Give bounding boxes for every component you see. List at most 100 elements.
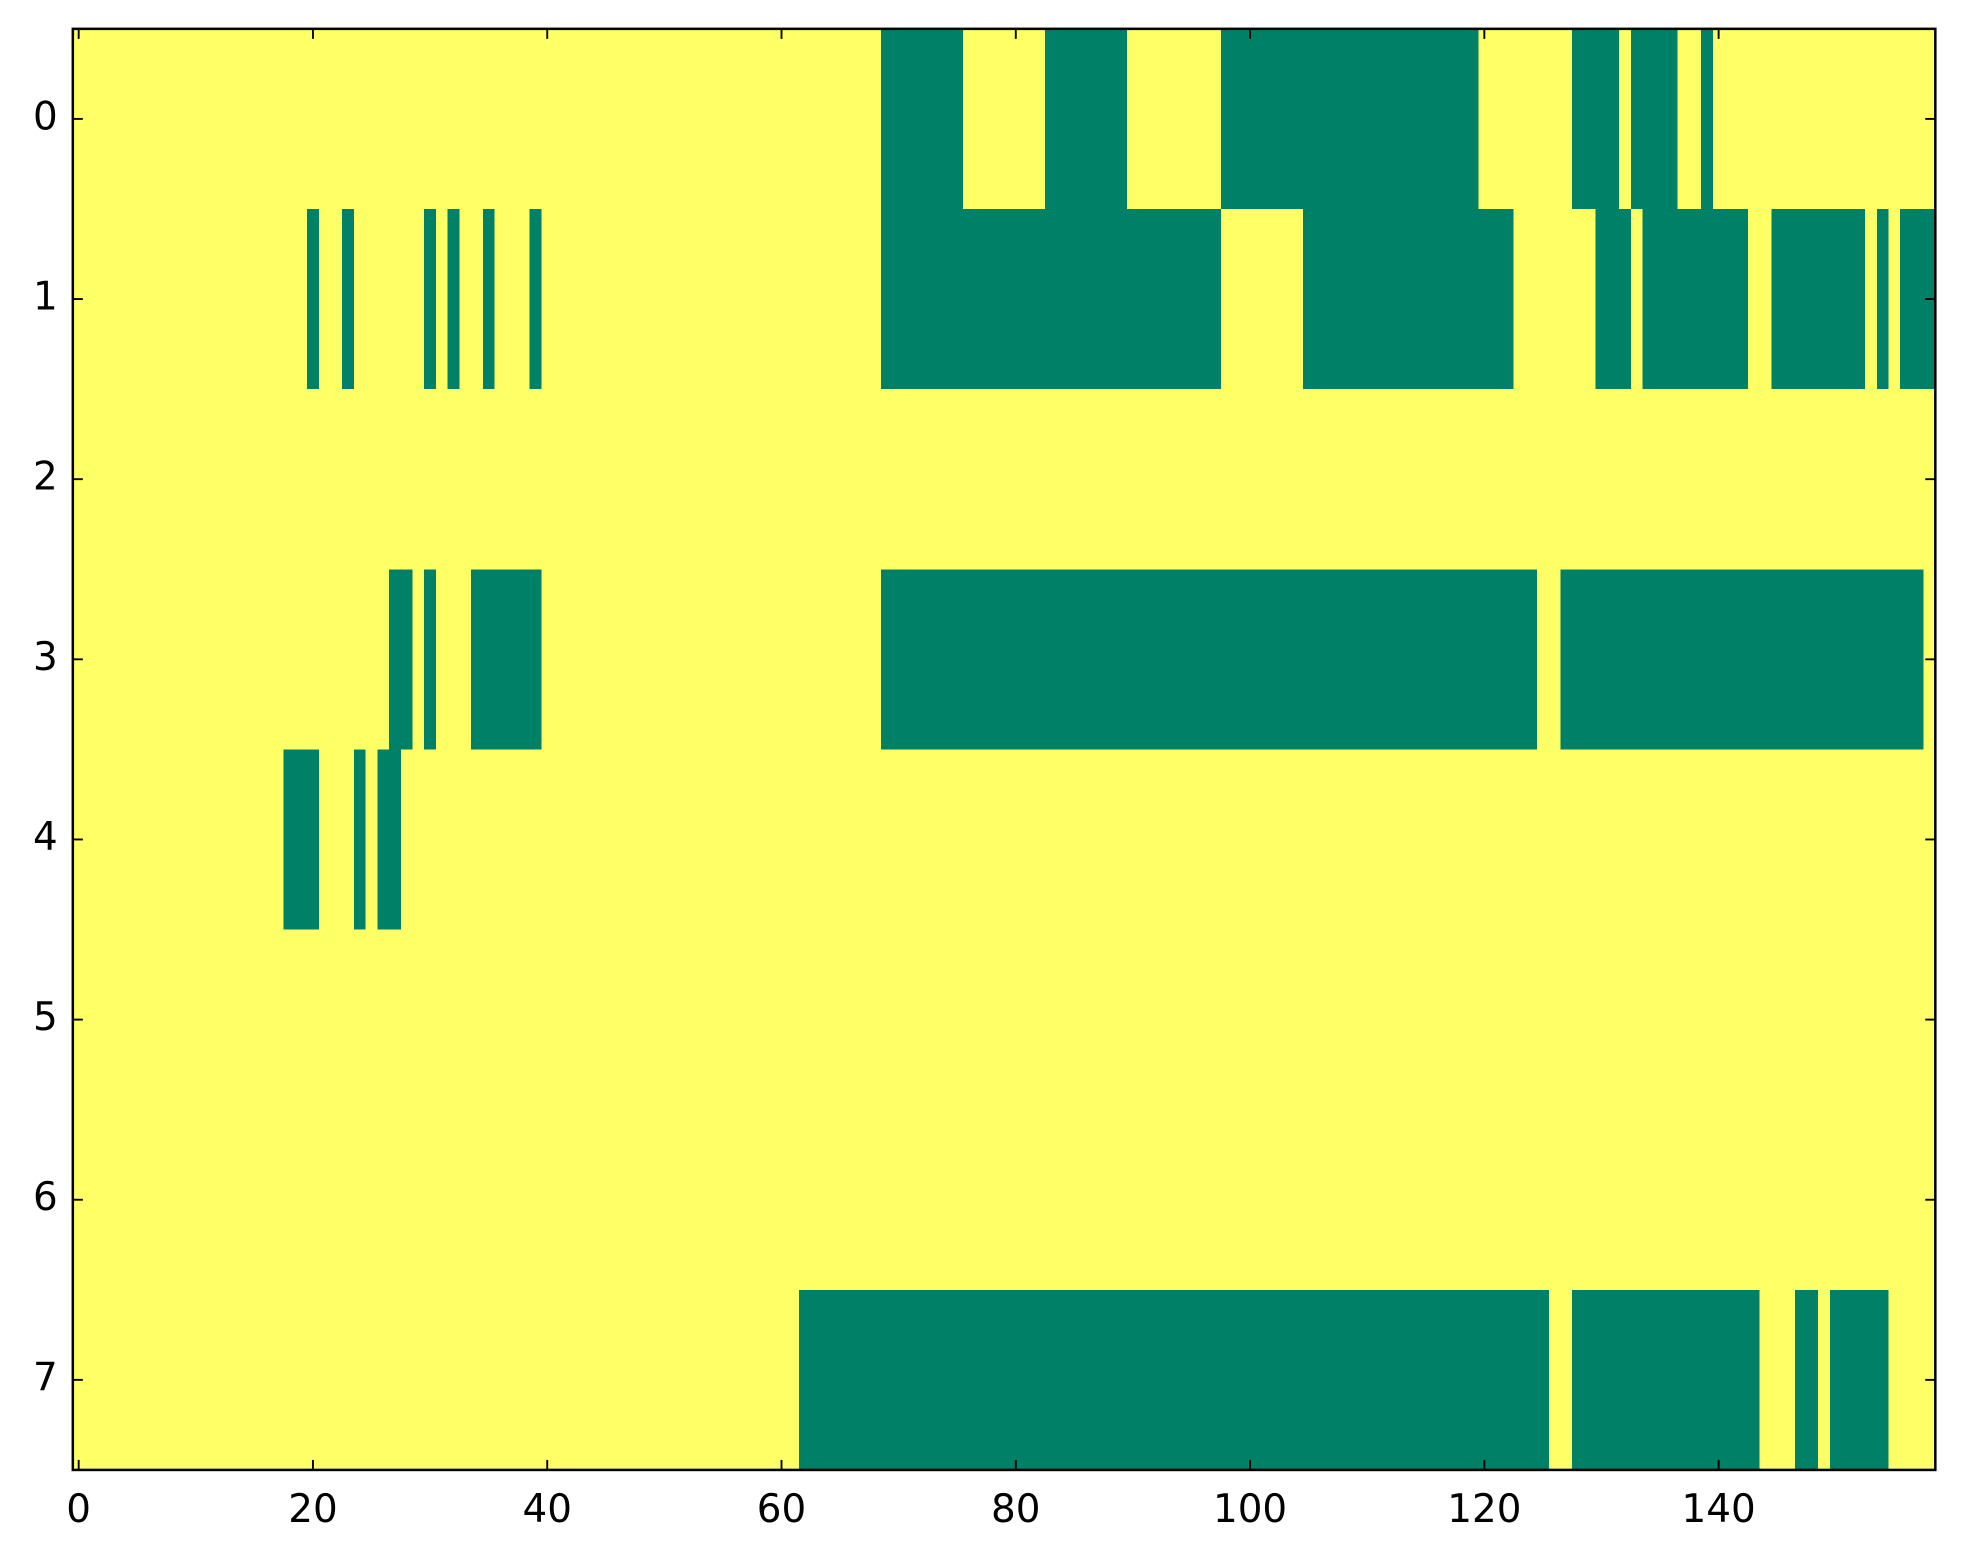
heatmap-cell [1501, 1109, 1515, 1291]
heatmap-cell [1759, 208, 1773, 390]
heatmap-cell [658, 929, 671, 1111]
heatmap-cell [1911, 1109, 1925, 1291]
heatmap-cell [107, 389, 121, 571]
heatmap-cell [143, 749, 156, 931]
heatmap-cell [1736, 28, 1749, 210]
heatmap-cell [447, 749, 461, 931]
heatmap-cell [1771, 208, 1784, 390]
heatmap-cell [283, 929, 297, 1111]
heatmap-cell [1220, 28, 1234, 210]
heatmap-cell [1091, 569, 1105, 751]
heatmap-cell [1876, 929, 1890, 1111]
heatmap-cell [471, 749, 484, 931]
heatmap-cell [213, 28, 226, 210]
heatmap-cell [1068, 749, 1081, 931]
heatmap-cell [588, 1109, 601, 1291]
heatmap-cell [1783, 1109, 1796, 1291]
heatmap-cell [939, 569, 953, 751]
heatmap-cell [553, 749, 566, 931]
heatmap-cell [1033, 749, 1046, 931]
heatmap-cell [119, 28, 133, 210]
heatmap-cell [1654, 1109, 1667, 1291]
heatmap-cell [822, 208, 835, 390]
heatmap-cell [1232, 569, 1245, 751]
heatmap-cell [1232, 1289, 1245, 1471]
heatmap-cell [330, 1109, 343, 1291]
heatmap-cell [330, 569, 343, 751]
heatmap-cell [892, 569, 906, 751]
heatmap-cell [986, 208, 999, 390]
heatmap-cell [1759, 749, 1773, 931]
heatmap-cell [424, 749, 437, 931]
heatmap-cell [1349, 749, 1363, 931]
heatmap-cell [271, 1109, 285, 1291]
heatmap-cell [1677, 1109, 1691, 1291]
heatmap-cell [705, 569, 718, 751]
heatmap-cell [1279, 929, 1292, 1111]
heatmap-cell [1583, 28, 1597, 210]
heatmap-cell [400, 1109, 414, 1291]
heatmap-cell [1829, 208, 1843, 390]
heatmap-cell [213, 1109, 226, 1291]
heatmap-cell [1466, 569, 1480, 751]
heatmap-cell [1349, 929, 1363, 1111]
heatmap-cell [1103, 1109, 1117, 1291]
heatmap-cell [166, 208, 180, 390]
heatmap-cell [201, 389, 215, 571]
heatmap-cell [1525, 28, 1538, 210]
heatmap-cell [494, 569, 507, 751]
heatmap-cell [517, 569, 531, 751]
heatmap-cell [599, 749, 613, 931]
heatmap-cell [1045, 929, 1058, 1111]
heatmap-cell [1443, 749, 1456, 931]
heatmap-cell [1431, 1289, 1445, 1471]
heatmap-cell [389, 28, 402, 210]
heatmap-cell [424, 569, 437, 751]
heatmap-cell [1759, 28, 1773, 210]
x-tick-label: 60 [757, 1487, 806, 1532]
heatmap-cell [143, 569, 156, 751]
heatmap-cell [1045, 569, 1058, 751]
heatmap-cell [1572, 389, 1585, 571]
heatmap-cell [892, 208, 906, 390]
heatmap-cell [822, 929, 835, 1111]
heatmap-cell [1080, 208, 1093, 390]
heatmap-cell [1138, 749, 1152, 931]
heatmap-cell [1572, 1109, 1585, 1291]
heatmap-cell [1255, 569, 1269, 751]
heatmap-cell [1818, 749, 1831, 931]
heatmap-cell [1302, 1289, 1316, 1471]
heatmap-cell [576, 389, 589, 571]
heatmap-cell [541, 569, 554, 751]
heatmap-cell [963, 1289, 976, 1471]
heatmap-cell [1115, 1289, 1128, 1471]
heatmap-cell [377, 569, 390, 751]
heatmap-cell [834, 569, 847, 751]
heatmap-cell [646, 569, 660, 751]
y-tick-label: 1 [33, 275, 58, 320]
heatmap-cell [1419, 749, 1433, 931]
heatmap-cell [1689, 929, 1702, 1111]
heatmap-cell [1712, 1109, 1726, 1291]
heatmap-cell [705, 28, 718, 210]
heatmap-cell [1185, 929, 1199, 1111]
heatmap-cell [822, 28, 835, 210]
heatmap-cell [412, 929, 425, 1111]
heatmap-cell [670, 1109, 683, 1291]
heatmap-cell [213, 389, 226, 571]
heatmap-cell [1115, 749, 1128, 931]
heatmap-cell [189, 208, 203, 390]
heatmap-cell [1337, 1109, 1351, 1291]
heatmap-cell [553, 1289, 566, 1471]
heatmap-cell [1783, 749, 1796, 931]
heatmap-cell [1607, 929, 1620, 1111]
heatmap-cell [1150, 569, 1163, 751]
heatmap-cell [752, 929, 765, 1111]
heatmap-cell [658, 208, 671, 390]
heatmap-cell [225, 1289, 238, 1471]
heatmap-cell [974, 749, 988, 931]
heatmap-cell [1056, 1109, 1070, 1291]
heatmap-cell [1759, 1109, 1773, 1291]
heatmap-cell [611, 28, 625, 210]
heatmap-cell [1419, 929, 1433, 1111]
